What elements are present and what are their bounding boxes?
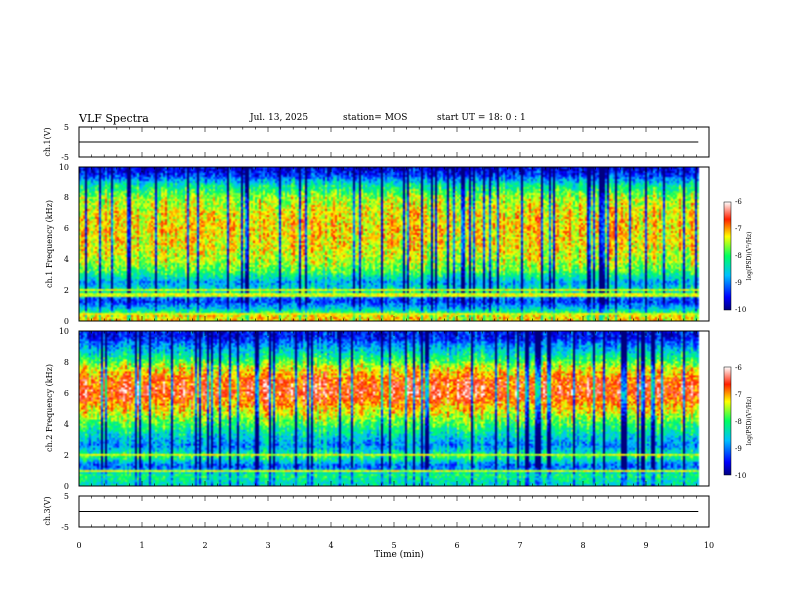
- ch1-cbar-tick-m8: -8: [735, 252, 742, 260]
- ch3-waveform-panel: 5 -5 ch.3(V) 0 1 2 3 4 5 6 7 8 9 10 Time (min): [43, 492, 714, 560]
- ch1-colorbar-scale: [724, 202, 731, 310]
- plot-area: 5 -5 ch.1(V) 0 2 4 6 8 10 ch.1 Frequency…: [0, 0, 792, 612]
- ch1-ytick-0: 0: [64, 317, 69, 326]
- ch2-colorbar: -6 -7 -8 -9 -10 log(PSD)(V²/Hz): [724, 364, 753, 480]
- time-tick-label-3: 3: [265, 541, 270, 550]
- ch1-ytick-8: 8: [64, 193, 69, 202]
- ch2-spectrogram-ylabel: ch.2 Frequency (kHz): [45, 364, 54, 452]
- ch2-ytick-2: 2: [64, 451, 69, 460]
- time-axis-label: Time (min): [374, 549, 424, 560]
- ch2-spectrogram-panel: 0 2 4 6 8 10 ch.2 Frequency (kHz): [45, 327, 709, 491]
- ch1-spectrogram-panel: 0 2 4 6 8 10 ch.1 Frequency (kHz): [45, 163, 709, 326]
- vlf-spectra-figure: VLF Spectra Jul. 13, 2025 station= MOS s…: [0, 0, 792, 612]
- ch2-spectrogram: [79, 331, 709, 486]
- ch1-colorbar: -6 -7 -8 -9 -10 log(PSD)(V²/Hz): [724, 198, 753, 314]
- time-tick-label-4: 4: [328, 541, 333, 550]
- ch1-cbar-tick-m6: -6: [735, 198, 742, 206]
- time-tick-label-1: 1: [139, 541, 144, 550]
- ch2-ytick-10: 10: [59, 327, 69, 336]
- ch2-ytick-8: 8: [64, 358, 69, 367]
- ch2-cbar-tick-m6: -6: [735, 364, 742, 372]
- ch1-ytick-6: 6: [64, 224, 69, 233]
- ch2-colorbar-scale: [724, 367, 731, 475]
- time-tick-label-7: 7: [517, 541, 522, 550]
- ch1-waveform-panel: 5 -5 ch.1(V): [43, 123, 709, 162]
- ch1-cbar-tick-m10: -10: [735, 306, 746, 314]
- ch2-cbar-tick-m9: -9: [735, 445, 742, 453]
- time-tick-label-9: 9: [643, 541, 648, 550]
- ch1-ytick-2: 2: [64, 286, 69, 295]
- ch1-ytick-bottom: -5: [61, 153, 69, 162]
- ch1-cbar-tick-m7: -7: [735, 225, 742, 233]
- time-tick-label-5: 5: [391, 541, 396, 550]
- ch3-waveform-ylabel: ch.3(V): [43, 496, 52, 525]
- ch1-cbar-tick-m9: -9: [735, 279, 742, 287]
- time-tick-label-0: 0: [76, 541, 81, 550]
- ch2-ytick-6: 6: [64, 389, 69, 398]
- ch1-ytick-top: 5: [64, 123, 69, 132]
- ch2-cbar-tick-m10: -10: [735, 472, 746, 480]
- time-tick-label-2: 2: [202, 541, 207, 550]
- time-tick-label-8: 8: [580, 541, 585, 550]
- ch1-spectrogram: [79, 167, 709, 321]
- time-tick-label-6: 6: [454, 541, 459, 550]
- ch1-spectrogram-ylabel: ch.1 Frequency (kHz): [45, 200, 54, 288]
- ch3-ytick-top: 5: [64, 492, 69, 501]
- ch1-waveform-ylabel: ch.1(V): [43, 127, 52, 156]
- time-axis-tick-labels: 0 1 2 3 4 5 6 7 8 9 10: [76, 541, 714, 550]
- time-tick-label-10: 10: [704, 541, 714, 550]
- ch2-ytick-4: 4: [64, 420, 69, 429]
- ch2-colorbar-label: log(PSD)(V²/Hz): [746, 397, 753, 446]
- ch1-colorbar-label: log(PSD)(V²/Hz): [746, 232, 753, 281]
- ch1-ytick-10: 10: [59, 163, 69, 172]
- ch2-ytick-0: 0: [64, 482, 69, 491]
- ch3-ytick-bottom: -5: [61, 523, 69, 532]
- ch2-cbar-tick-m7: -7: [735, 391, 742, 399]
- ch2-cbar-tick-m8: -8: [735, 418, 742, 426]
- ch1-ytick-4: 4: [64, 255, 69, 264]
